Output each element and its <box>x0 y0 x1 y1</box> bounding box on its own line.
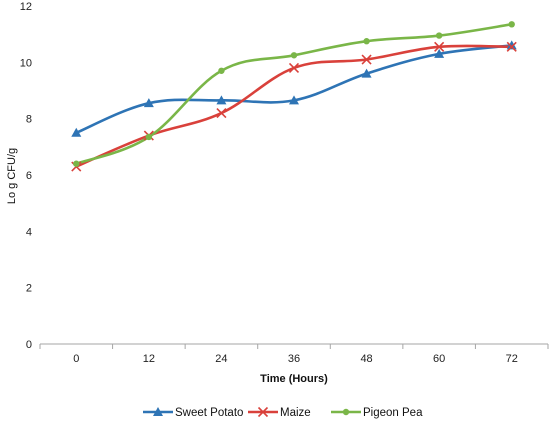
y-tick-labels: 0 2 4 6 8 10 12 <box>20 1 32 351</box>
legend-marker-x-stroke <box>257 406 269 418</box>
legend-label: Pigeon Pea <box>363 407 423 419</box>
data-point-circle <box>363 38 370 45</box>
data-point-circle <box>145 133 153 141</box>
y-tick-label: 8 <box>26 114 32 126</box>
data-point-circle <box>508 21 515 28</box>
data-point-x <box>288 62 300 74</box>
data-point-x <box>361 54 372 65</box>
data-point-triangle <box>143 98 154 108</box>
data-point-triangle <box>434 48 445 58</box>
x-tick-label: 36 <box>288 353 300 365</box>
x-tick-labels: 0 12 24 36 48 60 72 <box>39 344 549 365</box>
legend-entry: Sweet Potato <box>143 407 243 419</box>
legend-label: Sweet Potato <box>175 407 243 419</box>
data-point-circle <box>218 67 225 74</box>
data-point-x <box>506 41 517 52</box>
data-point-x-stroke <box>216 107 227 119</box>
data-point-x-stroke <box>288 62 300 74</box>
x-tick-label: 12 <box>143 353 155 365</box>
data-point-triangle <box>71 127 82 137</box>
legend-marker-circle <box>342 408 350 416</box>
x-tick-label: 48 <box>360 353 372 365</box>
x-tick-label: 72 <box>506 353 518 365</box>
y-tick-label: 0 <box>26 339 32 351</box>
y-tick-label: 12 <box>20 1 32 13</box>
legend-marker-triangle <box>153 407 163 416</box>
legend-label: Maize <box>280 407 311 419</box>
x-tick-label: 24 <box>215 353 227 365</box>
data-point-triangle <box>361 68 372 78</box>
data-point-circle <box>73 160 80 167</box>
x-tick-label: 60 <box>433 353 445 365</box>
series-markers <box>71 21 517 172</box>
x-axis-title: Time (Hours) <box>260 373 328 385</box>
y-axis-title: Lo g CFU/g <box>6 148 18 204</box>
data-point-x-stroke <box>434 41 445 52</box>
data-point-x-stroke <box>506 41 517 52</box>
data-point-circle <box>290 52 298 59</box>
legend-entry: Maize <box>248 406 311 419</box>
data-point-x-stroke <box>361 54 372 65</box>
y-tick-label: 4 <box>26 226 32 238</box>
y-tick-label: 10 <box>20 57 32 69</box>
series-line-1 <box>74 44 514 135</box>
data-point-circle <box>435 32 443 39</box>
data-point-x <box>434 41 445 52</box>
data-point-triangle <box>289 95 299 105</box>
data-point-triangle <box>216 95 227 105</box>
legend: Sweet Potato Maize Pigeon Pea <box>143 406 423 419</box>
data-point-x <box>216 107 227 119</box>
legend-marker-x <box>257 406 269 418</box>
y-tick-label: 2 <box>26 283 32 295</box>
y-tick-label: 6 <box>26 170 32 182</box>
legend-entry: Pigeon Pea <box>331 407 423 419</box>
data-point-triangle <box>506 40 517 50</box>
x-tick-label: 0 <box>73 353 79 365</box>
